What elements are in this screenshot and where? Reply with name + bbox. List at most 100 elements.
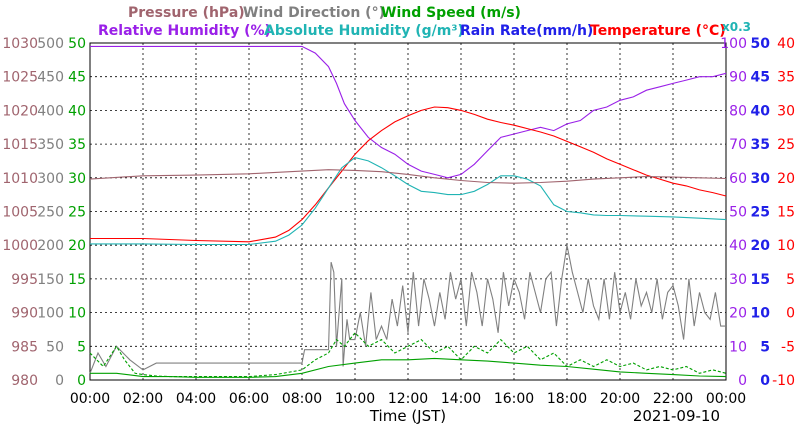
pressure-tick-label: 990 (11, 306, 38, 322)
wind_direction-tick-label: 200 (37, 238, 64, 254)
rain_rate-tick-label: 20 (751, 238, 771, 254)
x-tick-label: 18:00 (547, 391, 587, 407)
legend-rain-rate: Rain Rate(mm/h) (460, 23, 593, 39)
temperature-tick-label: 25 (777, 137, 795, 153)
pressure-tick-label: 995 (11, 272, 38, 288)
series-temperature (90, 106, 727, 243)
right-axes: 1009080706050403020100504540353025201510… (720, 36, 795, 389)
temperature-tick-label: 5 (786, 272, 795, 288)
wind_direction-tick-label: 400 (37, 103, 64, 119)
rain_rate-tick-label: 25 (751, 205, 770, 221)
temperature-tick-label: 30 (777, 103, 795, 119)
wind_direction-tick-label: 450 (37, 70, 64, 86)
wind_speed-tick-label: 30 (68, 171, 86, 187)
wind_speed-tick-label: 15 (68, 272, 86, 288)
x-tick-label: 16:00 (494, 391, 534, 407)
legend-temperature: Temperature (°C) (590, 23, 726, 39)
scale-note: x0.3 (722, 20, 751, 34)
rain_rate-tick-label: 35 (751, 137, 770, 153)
x-tick-label: 20:00 (600, 391, 640, 407)
humidity-tick-label: 100 (720, 36, 747, 52)
temperature-tick-label: -10 (772, 373, 795, 389)
legend-wind-direction: Wind Direction (°) (243, 5, 385, 21)
x-tick-label: 00:00 (706, 391, 746, 407)
rain_rate-tick-label: 45 (751, 70, 770, 86)
rain_rate-tick-label: 5 (760, 339, 770, 355)
wind_speed-tick-label: 5 (77, 339, 86, 355)
legend-wind-speed: Wind Speed (m/s) (381, 5, 521, 21)
pressure-tick-label: 985 (11, 339, 38, 355)
humidity-tick-label: 90 (729, 70, 747, 86)
humidity-tick-label: 40 (729, 238, 747, 254)
wind_direction-tick-label: 100 (37, 306, 64, 322)
legend: Pressure (hPa) Wind Direction (°) Wind S… (98, 5, 751, 39)
pressure-tick-label: 1025 (2, 70, 38, 86)
series-absolute-humidity (90, 157, 727, 246)
humidity-tick-label: 50 (729, 205, 747, 221)
wind_speed-tick-label: 10 (68, 306, 86, 322)
rain_rate-tick-label: 10 (751, 306, 771, 322)
humidity-tick-label: 80 (729, 103, 747, 119)
legend-pressure: Pressure (hPa) (128, 5, 245, 21)
wind_direction-tick-label: 350 (37, 137, 64, 153)
humidity-tick-label: 10 (729, 339, 747, 355)
humidity-tick-label: 60 (729, 171, 747, 187)
x-tick-label: 06:00 (229, 391, 269, 407)
series-pressure (89, 169, 727, 184)
temperature-tick-label: 10 (777, 238, 795, 254)
series-wind-direction (89, 245, 726, 374)
x-axis-ticks: 00:00 02:00 04:00 06:00 08:00 10:00 12:00 14:00… (70, 391, 746, 407)
pressure-tick-label: 980 (11, 373, 38, 389)
temperature-tick-label: -5 (781, 339, 795, 355)
humidity-tick-label: 30 (729, 272, 747, 288)
wind_speed-tick-label: 35 (68, 137, 86, 153)
x-tick-label: 00:00 (70, 391, 110, 407)
x-tick-label: 22:00 (653, 391, 693, 407)
wind_direction-tick-label: 500 (37, 36, 64, 52)
rain_rate-tick-label: 40 (751, 103, 771, 119)
wind_direction-tick-label: 50 (46, 339, 64, 355)
rain_rate-tick-label: 30 (751, 171, 771, 187)
wind_speed-tick-label: 45 (68, 70, 86, 86)
pressure-tick-label: 1005 (2, 205, 38, 221)
wind_speed-tick-label: 0 (77, 373, 86, 389)
rain_rate-tick-label: 15 (751, 272, 770, 288)
wind_speed-tick-label: 40 (68, 103, 86, 119)
x-axis-label: Time (JST) (369, 407, 446, 425)
x-tick-label: 10:00 (335, 391, 375, 407)
rain_rate-tick-label: 50 (751, 36, 771, 52)
legend-relative-humidity: Relative Humidity (%) (98, 23, 271, 39)
x-tick-label: 12:00 (388, 391, 428, 407)
temperature-tick-label: 15 (777, 205, 795, 221)
pressure-tick-label: 1000 (2, 238, 38, 254)
pressure-tick-label: 1020 (2, 103, 38, 119)
temperature-tick-label: 0 (786, 306, 795, 322)
temperature-tick-label: 20 (777, 171, 795, 187)
wind_direction-tick-label: 250 (37, 205, 64, 221)
x-tick-label: 04:00 (176, 391, 216, 407)
wind_speed-tick-label: 50 (68, 36, 86, 52)
wind_direction-tick-label: 300 (37, 171, 64, 187)
x-tick-label: 02:00 (123, 391, 163, 407)
temperature-tick-label: 40 (777, 36, 795, 52)
wind_speed-tick-label: 20 (68, 238, 86, 254)
wind_direction-tick-label: 0 (55, 373, 64, 389)
pressure-tick-label: 1030 (2, 36, 38, 52)
series-relative-humidity (90, 45, 727, 179)
date-label: 2021-09-10 (633, 407, 720, 425)
legend-absolute-humidity: Absolute Humidity (g/m³) (264, 23, 464, 39)
series-lines (89, 45, 727, 378)
rain_rate-tick-label: 0 (760, 373, 770, 389)
humidity-tick-label: 0 (738, 373, 747, 389)
wind_speed-tick-label: 25 (68, 205, 86, 221)
pressure-tick-label: 1010 (2, 171, 38, 187)
wind_direction-tick-label: 150 (37, 272, 64, 288)
temperature-tick-label: 35 (777, 70, 795, 86)
x-tick-label: 14:00 (441, 391, 481, 407)
pressure-tick-label: 1015 (2, 137, 38, 153)
left-axes: 1030102510201015101010051000995990985980… (2, 36, 86, 389)
humidity-tick-label: 70 (729, 137, 747, 153)
series-wind-speed (90, 357, 727, 378)
humidity-tick-label: 20 (729, 306, 747, 322)
